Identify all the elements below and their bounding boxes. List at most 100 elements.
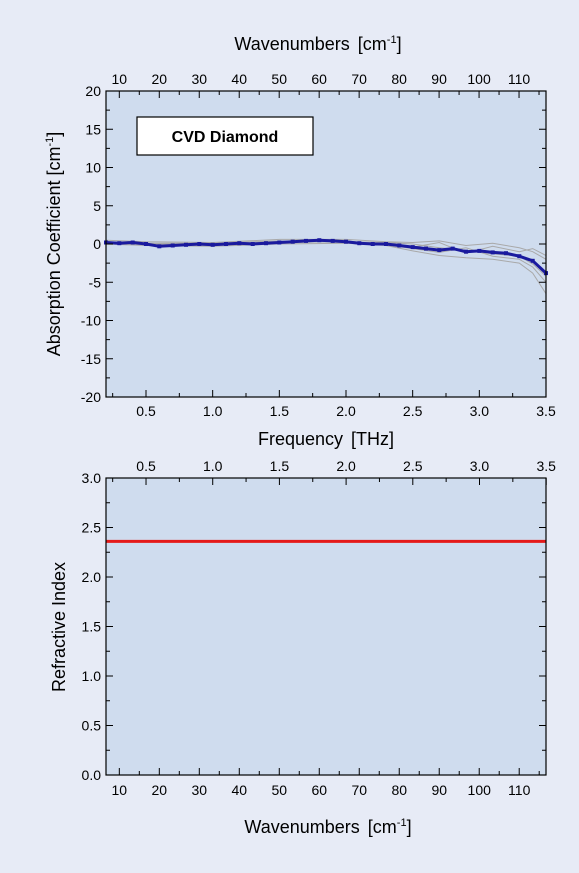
refractive-x-tick-label: 30 [192, 782, 208, 798]
absorption-mean-point [517, 254, 522, 259]
absorption-y-tick-label: -20 [81, 389, 101, 405]
refractive-bottom-axis-title-main: Wavenumbers [244, 817, 359, 837]
absorption-mean-point [317, 238, 322, 243]
absorption-y-tick-label: -10 [81, 313, 101, 329]
absorption-mean-point [357, 241, 362, 246]
refractive-top-tick-label: 1.5 [270, 458, 290, 474]
refractive-plot-area [106, 478, 546, 775]
absorption-mean-point [384, 242, 388, 246]
absorption-x-tick-label: 1.5 [270, 403, 290, 419]
absorption-mean-point [130, 240, 135, 245]
absorption-individual-series-line [105, 238, 547, 260]
absorption-y-tick-label: 5 [93, 198, 101, 214]
absorption-y-tick-label: 20 [85, 83, 101, 99]
absorption-x-tick-label: 3.5 [536, 403, 556, 419]
absorption-y-tick-label: 15 [85, 121, 101, 137]
absorption-mean-point [410, 245, 415, 250]
absorption-mean-point [264, 241, 268, 246]
absorption-mean-point [290, 239, 295, 244]
absorption-mean-series-line [105, 238, 548, 275]
absorption-mean-point [210, 242, 215, 247]
absorption-x-tick-label: 3.0 [470, 403, 490, 419]
refractive-y-tick-label: 2.5 [82, 520, 102, 536]
absorption-mean-point [477, 248, 482, 253]
refractive-top-tick-label: 0.5 [136, 458, 156, 474]
refractive-y-tick-label: 1.5 [82, 619, 102, 635]
absorption-y-axis-title: Absorption Coefficient [cm-1] [44, 132, 64, 357]
absorption-top-tick-label: 20 [151, 71, 167, 87]
absorption-top-tick-label: 90 [431, 71, 447, 87]
refractive-bottom-axis-title: Wavenumbers [cm-1] [244, 817, 411, 837]
absorption-top-axis-unit-exp: -1 [387, 34, 397, 46]
refractive-y-axis-title: Refractive Index [49, 562, 69, 692]
absorption-top-tick-label: 60 [311, 71, 327, 87]
absorption-y-axis-unit-exp: -1 [44, 137, 56, 147]
absorption-mean-point [424, 246, 428, 251]
absorption-mean-point [344, 239, 348, 244]
refractive-top-tick-label: 2.0 [336, 458, 356, 474]
refractive-y-tick-label: 2.0 [82, 569, 102, 585]
refractive-ticks-group: 10 20 30 40 50 60 70 80 90 100 110 0.5 1.0 1.5 2.0 2.5 3… [82, 458, 557, 798]
absorption-top-tick-label: 50 [271, 71, 287, 87]
absorption-mean-point [464, 249, 468, 254]
refractive-x-tick-label: 10 [112, 782, 128, 798]
absorption-mean-point [490, 250, 495, 255]
absorption-bottom-axis-title: Frequency [THz] [258, 429, 394, 449]
refractive-x-tick-label: 90 [431, 782, 447, 798]
refractive-top-tick-label: 2.5 [403, 458, 423, 474]
refractive-x-tick-label: 60 [311, 782, 327, 798]
absorption-mean-point [450, 246, 455, 251]
refractive-bottom-axis-unit-exp: -1 [397, 817, 407, 829]
absorption-mean-series-group [104, 238, 548, 276]
absorption-top-tick-label: 10 [112, 71, 128, 87]
absorption-mean-point [184, 242, 188, 247]
refractive-bottom-axis-unit-base: [cm [368, 817, 397, 837]
refractive-y-tick-label: 1.0 [82, 668, 102, 684]
absorption-top-tick-label: 30 [191, 71, 207, 87]
absorption-x-tick-label: 1.0 [203, 403, 223, 419]
absorption-top-tick-label: 70 [351, 71, 367, 87]
absorption-y-axis-title-main: Absorption Coefficient [cm [44, 147, 64, 357]
absorption-mean-point [144, 242, 148, 246]
absorption-y-tick-label: 0 [93, 236, 101, 252]
absorption-y-tick-label: 10 [85, 160, 101, 176]
absorption-top-axis-title: Wavenumbers [cm-1] [234, 34, 401, 54]
absorption-top-axis-title-main: Wavenumbers [234, 34, 349, 54]
refractive-x-tick-label: 40 [231, 782, 247, 798]
absorption-bottom-axis-unit: [THz] [351, 429, 394, 449]
refractive-top-tick-label: 3.0 [470, 458, 490, 474]
refractive-top-tick-label: 1.0 [203, 458, 223, 474]
refractive-x-tick-label: 20 [152, 782, 168, 798]
absorption-mean-point [504, 251, 508, 256]
absorption-mean-point [237, 241, 242, 246]
refractive-x-tick-label: 70 [351, 782, 367, 798]
absorption-mean-point [117, 241, 122, 246]
refractive-x-tick-label: 100 [468, 782, 492, 798]
absorption-top-tick-label: 110 [508, 71, 531, 87]
absorption-x-tick-label: 2.0 [336, 403, 356, 419]
absorption-mean-point [397, 243, 402, 248]
absorption-mean-point [370, 242, 375, 246]
absorption-top-tick-label: 40 [231, 71, 247, 87]
absorption-top-axis-unit-close: ] [397, 34, 402, 54]
refractive-x-tick-label: 110 [508, 782, 531, 798]
absorption-mean-point [304, 238, 308, 243]
refractive-bottom-axis-unit-close: ] [407, 817, 412, 837]
absorption-x-tick-label: 2.5 [403, 403, 423, 419]
refractive-y-tick-label: 0.5 [82, 718, 102, 734]
absorption-mean-point [157, 244, 162, 249]
refractive-y-tick-label: 3.0 [82, 470, 102, 486]
absorption-mean-point [330, 238, 335, 243]
absorption-mean-point [277, 240, 282, 245]
absorption-mean-point [437, 248, 442, 253]
refractive-x-tick-label: 80 [391, 782, 407, 798]
absorption-y-axis-unit-close: ] [44, 132, 64, 137]
inset-label: CVD Diamond [172, 129, 279, 146]
refractive-x-tick-label: 50 [271, 782, 287, 798]
absorption-y-tick-label: -15 [81, 351, 101, 367]
refractive-y-tick-label: 0.0 [82, 767, 102, 783]
absorption-mean-point [250, 242, 255, 246]
absorption-x-tick-label: 0.5 [136, 403, 156, 419]
absorption-ticks-group: 0.5 1.0 1.5 2.0 2.5 3.0 3.510 20 30 40 50 60 70 80 90 1… [81, 71, 556, 419]
